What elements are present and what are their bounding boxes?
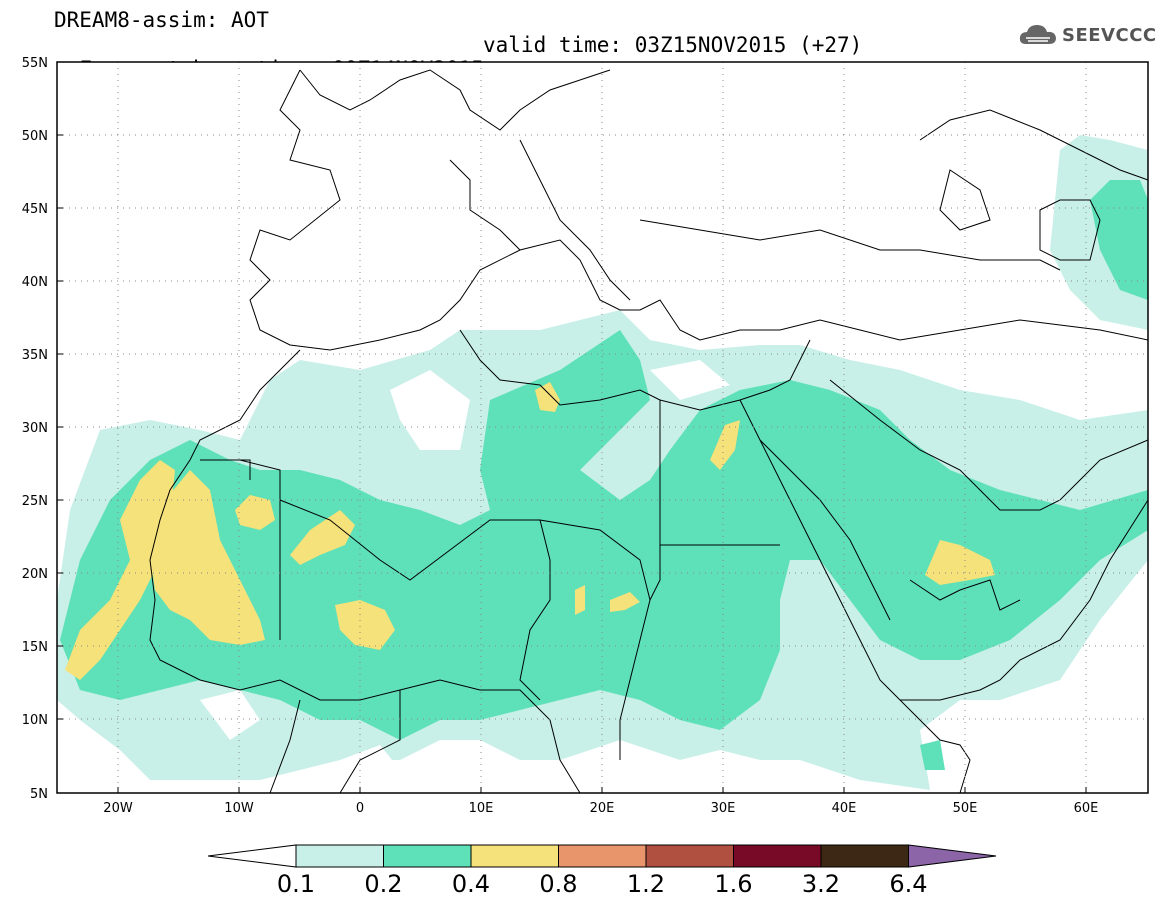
colorbar-box bbox=[295, 844, 384, 868]
seevccc-logo: SEEVCCC bbox=[1018, 22, 1157, 48]
colorbar-label: 0.4 bbox=[452, 870, 490, 898]
colorbar-label: 6.4 bbox=[889, 870, 927, 898]
cloud-icon bbox=[1019, 25, 1056, 44]
colorbar-box bbox=[733, 844, 822, 868]
colorbar: 0.1 0.2 0.4 0.8 1.2 1.6 3.2 6.4 bbox=[207, 844, 997, 898]
lon-label: 40E bbox=[832, 801, 857, 816]
lat-label: 55N bbox=[22, 56, 48, 71]
colorbar-label: 1.6 bbox=[714, 870, 752, 898]
colorbar-label: 0.2 bbox=[364, 870, 402, 898]
lon-label: 30E bbox=[711, 801, 736, 816]
lon-label: 10W bbox=[224, 801, 254, 816]
colorbar-right-arrow bbox=[908, 844, 997, 868]
colorbar-box bbox=[645, 844, 734, 868]
map-title: DREAM8-assim: AOT bbox=[54, 8, 269, 32]
lat-label: 40N bbox=[22, 275, 48, 290]
lon-label: 0 bbox=[356, 801, 364, 816]
lat-labels: 55N 50N 45N 40N 35N 30N 25N 20N 15N 10N … bbox=[22, 56, 48, 802]
lon-label: 20W bbox=[103, 801, 133, 816]
colorbar-box bbox=[820, 844, 909, 868]
lon-labels: 20W 10W 0 10E 20E 30E 40E 50E 60E bbox=[103, 801, 1098, 816]
colorbar-label: 1.2 bbox=[627, 870, 665, 898]
lat-label: 20N bbox=[22, 567, 48, 582]
valid-time-text: valid time: 03Z15NOV2015 (+27) bbox=[483, 33, 863, 57]
colorbar-label: 3.2 bbox=[802, 870, 840, 898]
lat-label: 35N bbox=[22, 348, 48, 363]
lat-label: 50N bbox=[22, 129, 48, 144]
axis-ticks bbox=[57, 61, 1087, 793]
lat-label: 25N bbox=[22, 494, 48, 509]
lon-label: 20E bbox=[590, 801, 615, 816]
colorbar-box bbox=[383, 844, 472, 868]
aot-level-0.4 bbox=[65, 382, 995, 680]
aot-level-0.2 bbox=[60, 180, 1148, 770]
colorbar-label: 0.1 bbox=[277, 870, 315, 898]
lat-label: 5N bbox=[30, 787, 48, 802]
colorbar-box bbox=[470, 844, 559, 868]
logo-text: SEEVCCC bbox=[1062, 24, 1157, 46]
lat-label: 15N bbox=[22, 640, 48, 655]
lat-label: 10N bbox=[22, 713, 48, 728]
colorbar-left-arrow bbox=[207, 844, 297, 868]
lon-label: 60E bbox=[1074, 801, 1099, 816]
lat-label: 45N bbox=[22, 202, 48, 217]
lat-label: 30N bbox=[22, 421, 48, 436]
colorbar-label: 0.8 bbox=[539, 870, 577, 898]
lon-label: 50E bbox=[953, 801, 978, 816]
lon-label: 10E bbox=[469, 801, 494, 816]
coastlines-borders bbox=[149, 69, 1148, 793]
colorbar-box bbox=[558, 844, 647, 868]
